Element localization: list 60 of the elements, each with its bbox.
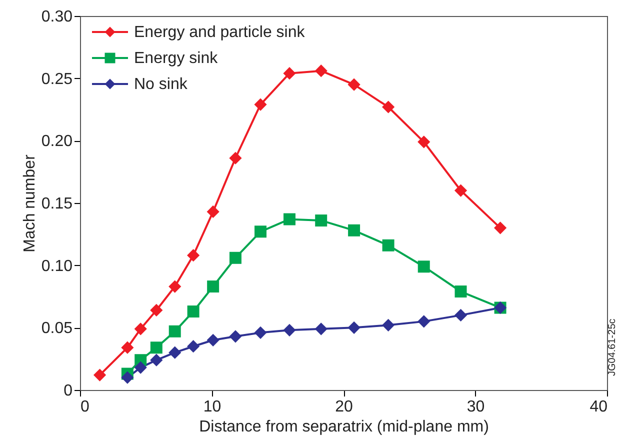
point: [418, 315, 430, 328]
point: [418, 260, 430, 273]
y-tick-label: 0: [64, 382, 73, 400]
point: [454, 309, 467, 322]
point: [94, 369, 106, 382]
point: [382, 239, 394, 252]
point: [150, 354, 162, 366]
point: [229, 152, 242, 164]
point: [348, 78, 360, 91]
x-tick-label: 0: [80, 398, 90, 416]
x-axis-title: Distance from separatrix (mid-plane mm): [199, 418, 489, 436]
point: [348, 224, 360, 236]
point: [283, 67, 296, 80]
point: [134, 322, 147, 335]
legend-label: Energy sink: [134, 50, 219, 67]
point: [254, 326, 266, 339]
point: [207, 280, 220, 293]
legend-label: No sink: [134, 76, 188, 93]
x-tick-label: 20: [335, 398, 353, 416]
point: [382, 101, 394, 113]
y-tick-label: 0.05: [41, 320, 73, 338]
x-tick-label: 30: [466, 398, 485, 416]
point: [121, 342, 134, 354]
point: [150, 342, 162, 354]
y-tick-label: 0.30: [41, 8, 73, 26]
point: [454, 184, 467, 197]
point: [150, 304, 162, 316]
x-tick-label: 40: [590, 398, 608, 416]
point: [168, 346, 181, 359]
point: [254, 98, 266, 111]
y-tick-label: 0.15: [41, 196, 73, 212]
point: [187, 340, 200, 352]
y-axis-title: Mach number: [21, 154, 38, 252]
y-tick-label: 0.25: [41, 70, 73, 88]
point: [168, 280, 181, 293]
point: [348, 322, 360, 334]
annotation: JG04.61-25c: [607, 318, 618, 376]
point: [229, 330, 242, 342]
point: [207, 334, 220, 346]
point: [187, 305, 200, 318]
point: [168, 325, 181, 338]
y-tick-label: 0.10: [41, 258, 73, 275]
x-tick-label: 10: [203, 398, 222, 416]
point: [254, 226, 266, 238]
point: [494, 222, 506, 234]
point: [315, 214, 328, 226]
point: [418, 136, 430, 148]
point: [134, 362, 147, 374]
point: [283, 213, 296, 226]
point: [229, 252, 242, 264]
y-tick-label: 0.20: [41, 133, 73, 150]
point: [315, 64, 328, 77]
point: [121, 372, 134, 384]
point: [283, 324, 296, 336]
point: [207, 206, 220, 218]
point: [382, 319, 394, 332]
point: [315, 322, 328, 335]
point: [454, 286, 467, 298]
point: [187, 249, 200, 262]
legend-label: Energy and particle sink: [134, 24, 306, 41]
